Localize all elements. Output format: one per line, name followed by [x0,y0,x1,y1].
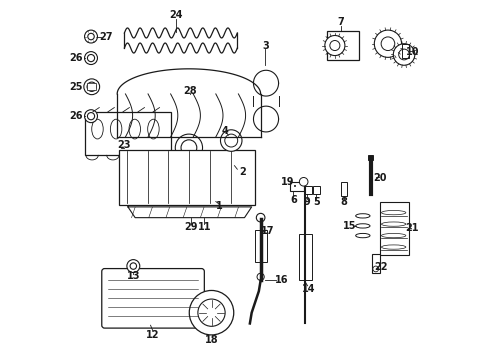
Text: 26: 26 [69,111,82,121]
Text: 21: 21 [405,224,418,233]
Bar [401,44,408,58]
Circle shape [373,30,401,57]
Circle shape [257,273,264,280]
Ellipse shape [92,119,103,139]
Bar [254,230,266,262]
Text: 27: 27 [100,32,113,41]
Text: 22: 22 [374,262,387,272]
Bar [85,112,171,155]
Text: 5: 5 [312,197,319,207]
Text: 10: 10 [406,46,419,57]
Bar [341,182,346,196]
Ellipse shape [355,233,369,238]
Circle shape [398,49,408,60]
Circle shape [84,110,97,123]
Text: 8: 8 [340,197,347,207]
Bar [290,182,304,191]
Text: 11: 11 [197,222,211,231]
Text: 6: 6 [289,195,296,205]
Circle shape [299,177,307,186]
Text: 23: 23 [117,140,130,150]
Text: •: • [292,184,296,190]
Circle shape [220,130,242,151]
Text: 1: 1 [216,201,223,211]
Circle shape [380,37,394,50]
Text: 15: 15 [342,221,356,231]
Circle shape [392,44,414,65]
Circle shape [329,41,339,50]
Bar [367,155,372,160]
Text: 3: 3 [262,41,268,50]
Circle shape [87,82,96,91]
Text: 13: 13 [126,271,140,281]
Circle shape [324,36,344,55]
Bar [304,186,311,194]
Text: 26: 26 [69,53,82,63]
Bar [371,253,379,273]
Circle shape [87,54,94,62]
Text: 9: 9 [303,197,310,207]
Text: 24: 24 [169,10,183,20]
Bar [379,202,408,255]
Bar [313,186,319,194]
Text: 18: 18 [204,334,218,345]
Circle shape [224,134,237,147]
Text: 14: 14 [301,284,314,294]
Ellipse shape [355,224,369,228]
Circle shape [84,30,97,43]
Bar [326,31,359,60]
Text: 29: 29 [183,222,197,231]
Circle shape [88,33,94,40]
Circle shape [126,260,140,273]
Text: 16: 16 [275,275,288,285]
Ellipse shape [129,119,140,139]
FancyBboxPatch shape [102,269,204,328]
Ellipse shape [225,160,234,166]
Circle shape [175,134,202,161]
Circle shape [87,113,94,120]
Circle shape [181,140,196,156]
Bar [119,149,255,205]
Bar [298,234,311,280]
Text: 25: 25 [69,82,82,92]
Text: 4: 4 [221,126,228,135]
Circle shape [83,79,100,95]
Circle shape [256,213,264,222]
Text: 19: 19 [280,177,294,187]
Text: 20: 20 [372,173,386,183]
Bar [87,83,96,90]
Text: 17: 17 [261,226,274,236]
Circle shape [189,291,233,335]
Ellipse shape [355,214,369,218]
Text: 7: 7 [337,17,343,27]
Circle shape [198,299,224,326]
Text: 2: 2 [239,167,245,177]
Ellipse shape [222,158,237,168]
Ellipse shape [147,119,159,139]
Text: 12: 12 [146,330,160,340]
Circle shape [130,263,136,269]
Circle shape [84,51,97,64]
Ellipse shape [110,119,122,139]
Circle shape [372,266,378,272]
Text: 28: 28 [183,86,196,96]
